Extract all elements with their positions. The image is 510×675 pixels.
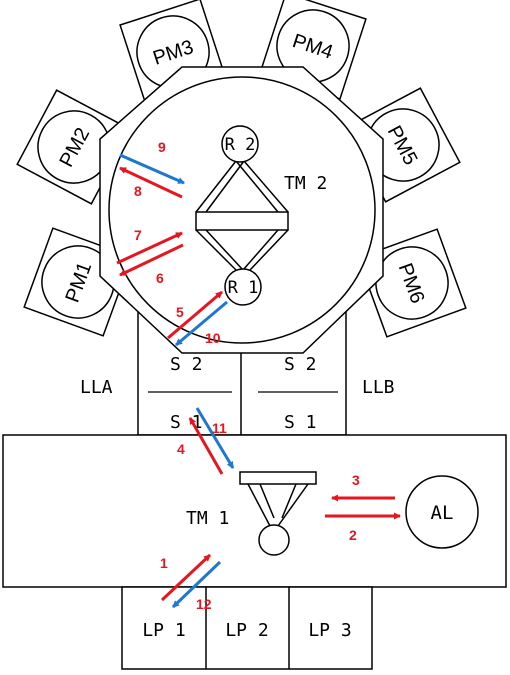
arrow-step-6 [119, 243, 184, 277]
robot-arm-r2[interactable]: R 2 [221, 125, 259, 163]
tm1-label: TM 1 [186, 508, 229, 529]
tm2-label: TM 2 [284, 173, 327, 194]
aligner-label: AL [431, 502, 454, 524]
step-label-2: 2 [349, 527, 357, 543]
arrow-step-7 [116, 231, 183, 265]
step-label-5: 5 [176, 304, 184, 320]
arrow-step-11 [195, 407, 235, 469]
arrow-step-12 [171, 560, 222, 609]
step-labels: 1 2 3 4 5 6 7 8 9 10 11 12 [134, 139, 360, 612]
load-lock-lla[interactable]: LLA S 2 S 1 [80, 354, 232, 433]
tm2-robot [195, 160, 289, 271]
step-label-4: 4 [177, 441, 185, 457]
arrow-step-10 [175, 300, 228, 347]
arrow-step-5 [167, 290, 223, 340]
transfer-module-tm2[interactable]: TM 2 [99, 66, 384, 354]
tm1-robot [239, 471, 317, 556]
load-port-lp3[interactable]: LP 3 [308, 620, 351, 641]
load-port-lp2[interactable]: LP 2 [225, 620, 268, 641]
step-label-9: 9 [158, 139, 166, 155]
r1-label: R 1 [228, 278, 259, 298]
llb-slot-s1: S 1 [284, 412, 317, 433]
load-port-lp1[interactable]: LP 1 [142, 620, 185, 641]
r2-label: R 2 [225, 135, 256, 155]
process-module-pm6[interactable]: PM6 [357, 228, 467, 338]
step-label-10: 10 [205, 330, 221, 346]
load-lock-llb[interactable]: LLB S 2 S 1 [258, 354, 395, 433]
llb-slot-s2: S 2 [284, 354, 317, 375]
step-label-11: 11 [212, 420, 227, 436]
arrow-step-8 [119, 166, 183, 199]
aligner[interactable]: AL [405, 475, 479, 549]
lla-slot-s2: S 2 [170, 354, 203, 375]
llb-label: LLB [362, 377, 395, 398]
step-label-1: 1 [160, 555, 168, 571]
transfer-arrows [116, 153, 401, 609]
step-label-8: 8 [134, 183, 142, 199]
lla-label: LLA [80, 377, 113, 398]
process-module-pm1[interactable]: PM1 [23, 227, 133, 337]
step-label-3: 3 [352, 472, 360, 488]
arrow-step-4 [188, 417, 224, 475]
arrow-step-1 [160, 553, 212, 602]
step-label-12: 12 [196, 596, 212, 612]
step-label-6: 6 [156, 270, 164, 286]
robot-arm-r1[interactable]: R 1 [224, 268, 262, 306]
arrow-step-9 [119, 153, 185, 185]
step-label-7: 7 [134, 227, 142, 243]
load-ports [121, 586, 373, 670]
